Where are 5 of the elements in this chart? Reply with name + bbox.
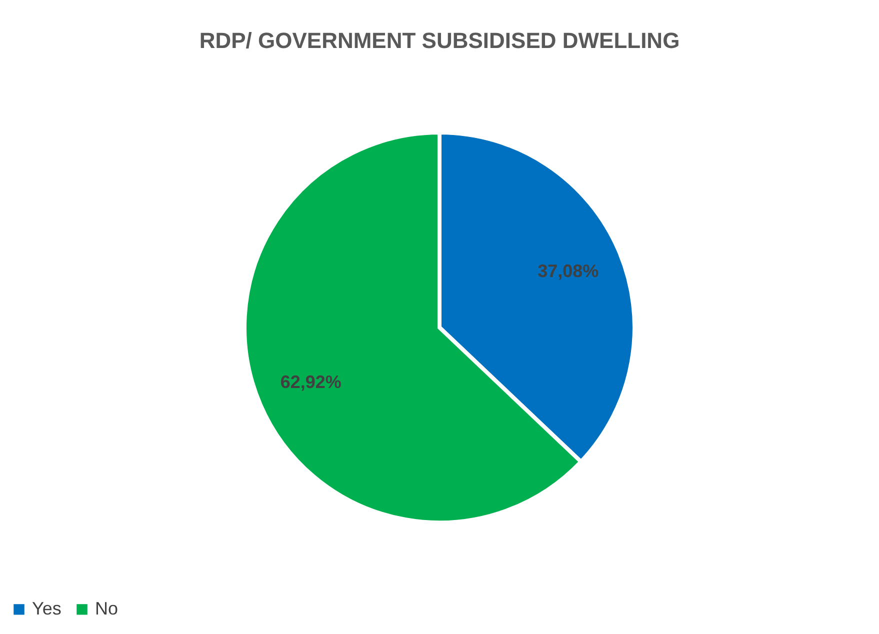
legend-label: No: [95, 598, 118, 618]
data-label: 62,92%: [280, 372, 342, 392]
data-label: 37,08%: [538, 261, 599, 282]
chart-title: RDP/ GOVERNMENT SUBSIDISED DWELLING: [199, 28, 680, 53]
legend-label: Yes: [32, 598, 62, 618]
